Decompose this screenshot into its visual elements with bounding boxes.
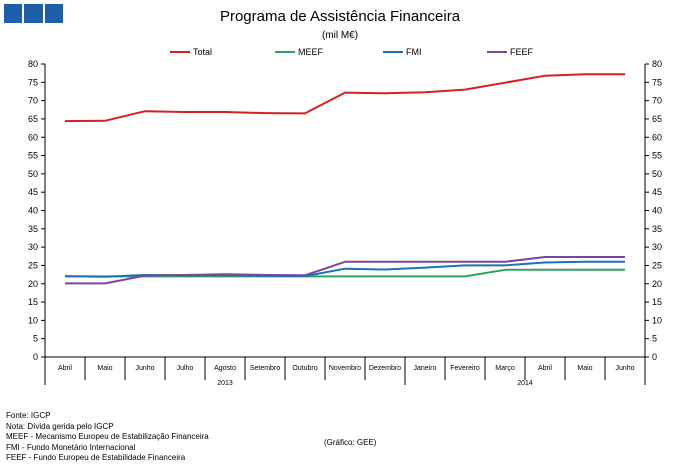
logo-block	[24, 4, 43, 23]
chart-credit: (Gráfico: GEE)	[324, 438, 377, 447]
legend-swatch	[170, 51, 190, 53]
legend-item-fmi: FMI	[383, 47, 422, 57]
legend-swatch	[275, 51, 295, 53]
y-tick-label-right: 50	[652, 169, 662, 179]
y-tick-label-right: 25	[652, 260, 662, 270]
y-tick-label-left: 50	[28, 169, 38, 179]
footnote-fmi: FMI - Fundo Monetário Internacional	[6, 442, 136, 452]
x-tick-label: Janeiro	[414, 365, 437, 372]
series-line-total	[64, 73, 625, 123]
y-tick-label-left: 60	[28, 132, 38, 142]
x-tick-label: Abril	[58, 365, 72, 372]
x-tick-label: Abril	[538, 365, 552, 372]
y-tick-label-left: 5	[33, 334, 38, 344]
footnotes: Fonte: IGCP Nota: Dívida gerida pelo IGC…	[6, 411, 209, 464]
legend-item-feef: FEEF	[487, 47, 533, 57]
chart-subtitle: (mil M€)	[321, 30, 359, 41]
y-tick-label-right: 80	[652, 59, 662, 69]
legend-label: Total	[193, 47, 213, 57]
y-tick-label-left: 25	[28, 260, 38, 270]
legend-label: MEEF	[298, 47, 324, 57]
x-group-label: 2013	[217, 380, 233, 387]
logo-block	[44, 4, 63, 23]
y-tick-label-right: 75	[652, 77, 662, 87]
y-tick-label-right: 15	[652, 297, 662, 307]
y-tick-label-left: 45	[28, 187, 38, 197]
legend-label: FMI	[406, 47, 422, 57]
x-tick-label: Julho	[177, 365, 194, 372]
y-tick-label-left: 15	[28, 297, 38, 307]
y-tick-label-right: 0	[652, 352, 657, 362]
y-tick-label-left: 80	[28, 59, 38, 69]
y-tick-label-right: 65	[652, 114, 662, 124]
legend-swatch	[487, 51, 507, 53]
chart-legend: Total MEEF FMI FEEF	[0, 47, 680, 59]
y-tick-label-right: 30	[652, 242, 662, 252]
footnote-note: Nota: Dívida gerida pelo IGCP	[6, 421, 114, 431]
x-tick-label: Maio	[577, 365, 592, 372]
chart-title: Programa de Assistência Financeira	[219, 8, 461, 25]
y-tick-label-right: 10	[652, 315, 662, 325]
y-tick-label-right: 70	[652, 96, 662, 106]
x-group-label: 2014	[517, 380, 533, 387]
x-tick-label: Março	[495, 365, 515, 372]
x-tick-label: Agosto	[214, 365, 236, 372]
y-tick-label-left: 70	[28, 96, 38, 106]
y-tick-label-left: 30	[28, 242, 38, 252]
y-tick-label-right: 60	[652, 132, 662, 142]
y-tick-label-left: 75	[28, 77, 38, 87]
legend-swatch	[383, 51, 403, 53]
y-tick-label-right: 45	[652, 187, 662, 197]
legend-label: FEEF	[510, 47, 534, 57]
y-tick-label-left: 40	[28, 206, 38, 216]
y-tick-label-right: 20	[652, 279, 662, 289]
y-tick-label-left: 35	[28, 224, 38, 234]
y-tick-label-left: 0	[33, 352, 38, 362]
y-tick-label-left: 10	[28, 315, 38, 325]
y-tick-label-left: 20	[28, 279, 38, 289]
y-tick-label-right: 40	[652, 206, 662, 216]
x-tick-label: Outubro	[292, 365, 317, 372]
y-tick-label-right: 55	[652, 151, 662, 161]
x-tick-label: Maio	[97, 365, 112, 372]
footnote-source: Fonte: IGCP	[6, 411, 51, 420]
x-tick-label: Setembro	[250, 365, 280, 372]
x-tick-label: Junho	[135, 365, 154, 372]
logo-block	[4, 4, 23, 23]
y-tick-label-left: 65	[28, 114, 38, 124]
x-tick-label: Junho	[615, 365, 634, 372]
legend-item-meef: MEEF	[275, 47, 323, 57]
x-tick-label: Fevereiro	[450, 365, 480, 372]
publisher-logo	[4, 4, 63, 23]
x-tick-label: Dezembro	[369, 365, 401, 372]
x-tick-label: Novembro	[329, 365, 361, 372]
series-line-feef	[65, 256, 625, 285]
legend-item-total: Total	[170, 47, 212, 57]
y-tick-label-right: 5	[652, 334, 657, 344]
y-tick-label-left: 55	[28, 151, 38, 161]
footnote-meef: MEEF - Mecanismo Europeu de Estabilizaçã…	[6, 432, 209, 441]
footnote-feef: FEEF - Fundo Europeu de Estabilidade Fin…	[6, 453, 186, 462]
y-tick-label-right: 35	[652, 224, 662, 234]
